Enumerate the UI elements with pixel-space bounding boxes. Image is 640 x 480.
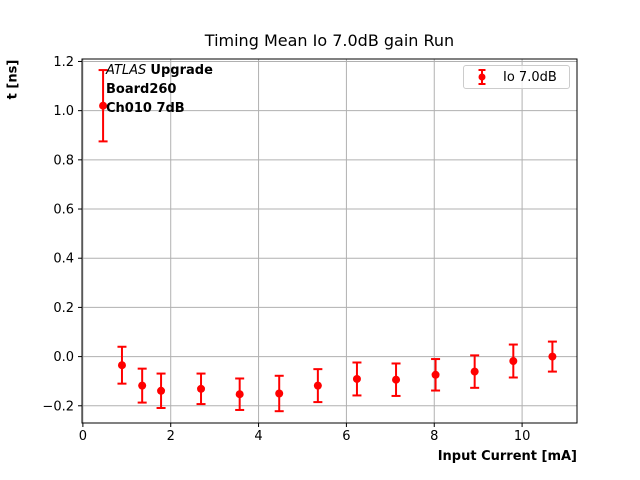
data-point [547,340,557,373]
y-axis-label: t [ns] [5,59,21,100]
y-tick-label: 0.6 [53,203,74,218]
y-tick-label: 0.4 [53,252,74,267]
chart-title: Timing Mean Io 7.0dB gain Run [204,31,455,50]
legend: Io 7.0dB [463,65,570,89]
annotation-upgrade: Upgrade [150,63,213,78]
y-tick-label: 1.2 [53,55,74,70]
data-point [137,367,147,404]
data-point [117,345,127,385]
data-point [235,377,245,411]
data-point [156,372,166,409]
x-tick-label: 4 [254,429,262,444]
data-point [313,368,323,404]
y-tick-label: 1.0 [53,104,74,119]
annotation-experiment: ATLAS [106,63,147,78]
data-point [98,69,108,143]
annotation-line-1: ATLAS Upgrade [106,61,213,80]
data-point [470,354,480,389]
x-tick-label: 8 [430,429,438,444]
data-point [352,361,362,397]
data-point [391,362,401,397]
annotation: ATLAS Upgrade Board260 Ch010 7dB [106,61,213,118]
annotation-board: Board260 [106,82,177,97]
x-tick-label: 10 [514,429,531,444]
legend-label: Io 7.0dB [503,69,557,85]
data-point [431,358,441,392]
y-tick-label: 0.0 [53,350,74,365]
x-tick-label: 0 [79,429,87,444]
errorbar-marker-icon [478,69,486,85]
data-point [274,374,284,413]
x-tick-label: 2 [167,429,175,444]
x-axis-label: Input Current [mA] [437,449,577,464]
y-tick-label: −0.2 [42,399,74,414]
data-point [508,343,518,379]
annotation-channel: Ch010 7dB [106,101,185,116]
y-tick-label: 0.2 [53,301,74,316]
x-tick-label: 6 [342,429,350,444]
data-point [196,372,206,406]
y-tick-label: 0.8 [53,153,74,168]
